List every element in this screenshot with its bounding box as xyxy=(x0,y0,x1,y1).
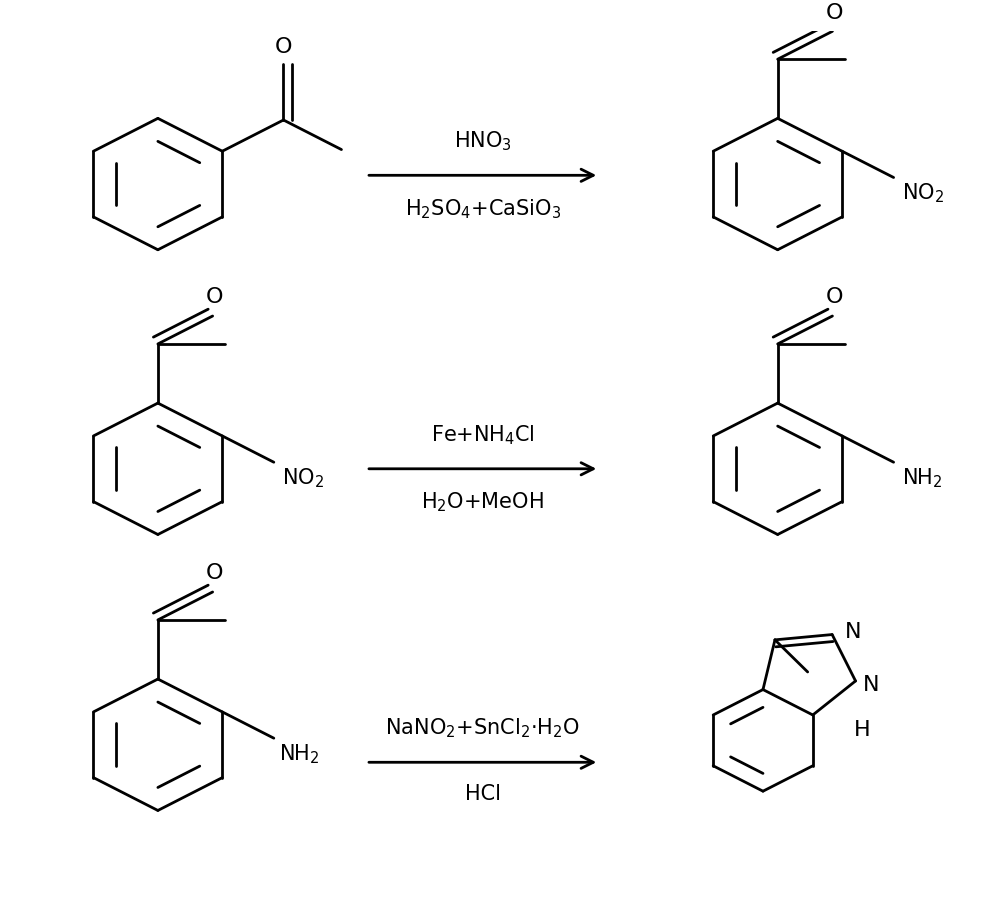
Text: NaNO$_2$+SnCl$_2$·H$_2$O: NaNO$_2$+SnCl$_2$·H$_2$O xyxy=(385,717,580,741)
Text: O: O xyxy=(206,563,223,583)
Text: Fe+NH$_4$Cl: Fe+NH$_4$Cl xyxy=(431,424,534,447)
Text: NO$_2$: NO$_2$ xyxy=(282,466,324,490)
Text: O: O xyxy=(826,287,843,307)
Text: H$_2$SO$_4$+CaSiO$_3$: H$_2$SO$_4$+CaSiO$_3$ xyxy=(405,197,561,220)
Text: NO$_2$: NO$_2$ xyxy=(902,182,944,206)
Text: N: N xyxy=(862,675,879,695)
Text: H$_2$O+MeOH: H$_2$O+MeOH xyxy=(421,491,544,515)
Text: HCl: HCl xyxy=(465,784,501,804)
Text: NH$_2$: NH$_2$ xyxy=(279,742,319,766)
Text: H: H xyxy=(854,721,871,741)
Text: O: O xyxy=(206,287,223,307)
Text: NH$_2$: NH$_2$ xyxy=(902,466,942,490)
Text: O: O xyxy=(826,3,843,23)
Text: N: N xyxy=(845,622,862,642)
Text: O: O xyxy=(275,37,292,57)
Text: HNO$_3$: HNO$_3$ xyxy=(454,129,512,153)
